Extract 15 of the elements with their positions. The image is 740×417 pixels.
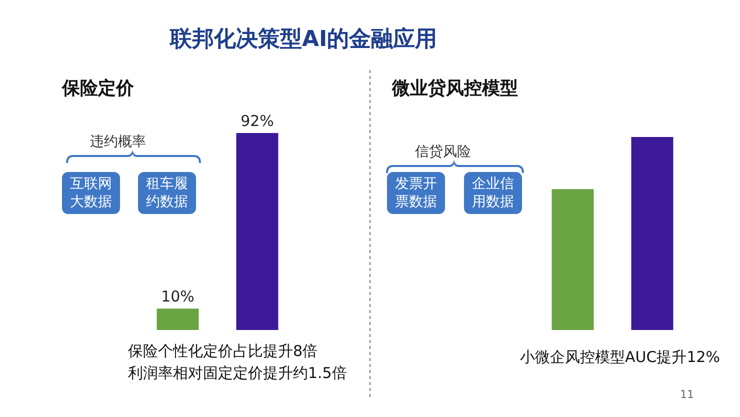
text: 信贷风险 [415, 143, 471, 161]
chart-title: 保险定价 [62, 77, 134, 100]
data-label: 10% [161, 288, 194, 306]
text: 联邦化决策型AI的金融应用 [170, 26, 438, 54]
chart-title: 微业贷风控模型 [392, 77, 518, 100]
annotation: 租车履约数据 [145, 175, 189, 211]
text: 小微企风控模型AUC提升12% [520, 348, 720, 367]
text: 11 [680, 388, 694, 401]
text: 互联网大数据 [69, 175, 113, 211]
text: 发票开票数据 [394, 175, 438, 211]
annotation: 违约概率 [90, 133, 146, 151]
text: 保险个性化定价占比提升8倍 [128, 342, 318, 361]
text: 企业信用数据 [471, 175, 515, 211]
text: 利润率相对固定定价提升约1.5倍 [128, 364, 347, 383]
data-label: 92% [240, 112, 274, 130]
